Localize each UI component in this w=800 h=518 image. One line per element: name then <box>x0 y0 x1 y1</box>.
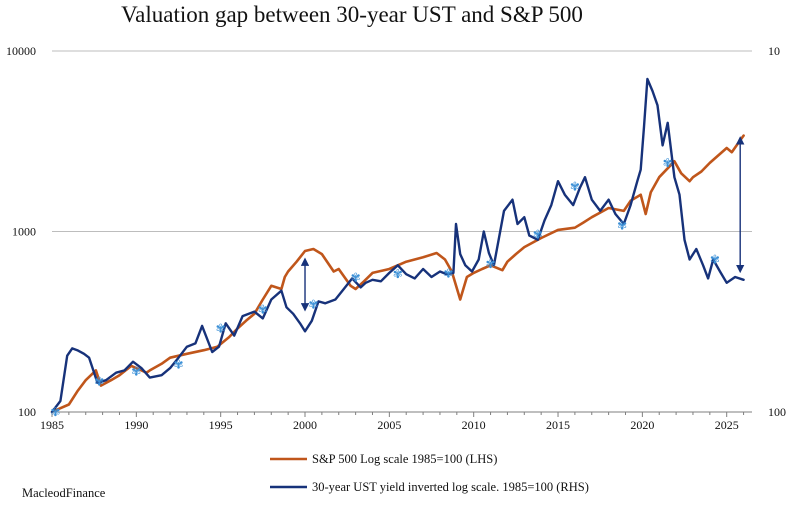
chart-title: Valuation gap between 30-year UST and S&… <box>121 2 583 27</box>
data-marker-0: ✾ <box>50 405 60 419</box>
gridlines <box>52 50 752 232</box>
x-tick-2025: 2025 <box>715 418 739 432</box>
data-marker-8: ✾ <box>393 267 403 281</box>
data-marker-2: ✾ <box>131 364 141 378</box>
legend-label-ust: 30-year UST yield inverted log scale. 19… <box>312 480 589 494</box>
data-marker-4: ✾ <box>216 322 226 336</box>
x-tick-1985: 1985 <box>40 418 64 432</box>
data-marker-14: ✾ <box>663 156 673 170</box>
series-lines <box>50 77 745 414</box>
y-right-tick-10: 10 <box>768 44 780 58</box>
legend-label-sp500: S&P 500 Log scale 1985=100 (LHS) <box>312 452 497 466</box>
legend: S&P 500 Log scale 1985=100 (LHS) 30-year… <box>270 452 589 494</box>
data-marker-15: ✾ <box>710 252 720 266</box>
data-markers: ✾ ✾ ✾ ✾ ✾ ✾ ✾ ✾ ✾ ✾ ✾ ✾ ✾ ✾ ✾ ✾ <box>50 156 720 419</box>
y-left-tick-10000: 10000 <box>6 44 36 58</box>
x-tick-2005: 2005 <box>377 418 401 432</box>
data-marker-11: ✾ <box>533 228 543 242</box>
x-tick-1995: 1995 <box>209 418 233 432</box>
data-marker-5: ✾ <box>258 302 268 316</box>
x-tick-2000: 2000 <box>293 418 317 432</box>
x-tick-1990: 1990 <box>124 418 148 432</box>
axes: 100 1000 10000 10 100 1985 1990 1995 2000 2005 201… <box>6 44 786 432</box>
data-marker-12: ✾ <box>570 179 580 193</box>
data-marker-13: ✾ <box>617 218 627 232</box>
data-marker-6: ✾ <box>308 297 318 311</box>
gap-arrows <box>300 136 745 312</box>
x-tick-2020: 2020 <box>630 418 654 432</box>
data-marker-1: ✾ <box>94 374 104 388</box>
y-left-tick-1000: 1000 <box>12 225 36 239</box>
x-tick-2015: 2015 <box>546 418 570 432</box>
x-tick-2010: 2010 <box>462 418 486 432</box>
series-line-sp500 <box>50 134 745 414</box>
data-marker-9: ✾ <box>443 267 453 281</box>
y-right-tick-100: 100 <box>768 405 786 419</box>
data-marker-10: ✾ <box>486 257 496 271</box>
data-marker-7: ✾ <box>351 271 361 285</box>
data-marker-3: ✾ <box>173 358 183 372</box>
series-line-ust <box>50 77 745 414</box>
y-left-tick-100: 100 <box>18 405 36 419</box>
credit-label: MacleodFinance <box>22 486 106 500</box>
